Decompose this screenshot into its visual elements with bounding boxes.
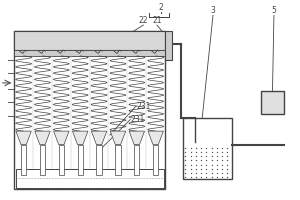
Bar — [134, 145, 140, 175]
Bar — [261, 91, 284, 114]
Bar — [115, 145, 121, 175]
Bar — [16, 169, 164, 188]
Bar — [96, 145, 102, 175]
Bar — [14, 50, 165, 56]
Text: 5: 5 — [272, 6, 276, 15]
Polygon shape — [129, 131, 145, 145]
Polygon shape — [110, 131, 126, 145]
Bar — [14, 31, 165, 189]
Bar — [78, 145, 83, 175]
Polygon shape — [91, 131, 107, 145]
Polygon shape — [16, 131, 31, 145]
Text: 2: 2 — [158, 3, 163, 12]
Text: 231: 231 — [130, 115, 145, 124]
Polygon shape — [54, 131, 69, 145]
Text: 22: 22 — [139, 16, 148, 25]
Text: 3: 3 — [211, 6, 215, 15]
Bar — [21, 145, 26, 175]
Bar — [182, 118, 232, 179]
Text: 231: 231 — [136, 102, 150, 111]
Polygon shape — [35, 131, 50, 145]
Bar — [153, 145, 158, 175]
Polygon shape — [73, 131, 88, 145]
Polygon shape — [148, 131, 164, 145]
Bar — [14, 31, 165, 50]
Bar — [59, 145, 64, 175]
Bar — [165, 31, 172, 60]
Bar — [40, 145, 45, 175]
Text: 21: 21 — [152, 16, 162, 25]
